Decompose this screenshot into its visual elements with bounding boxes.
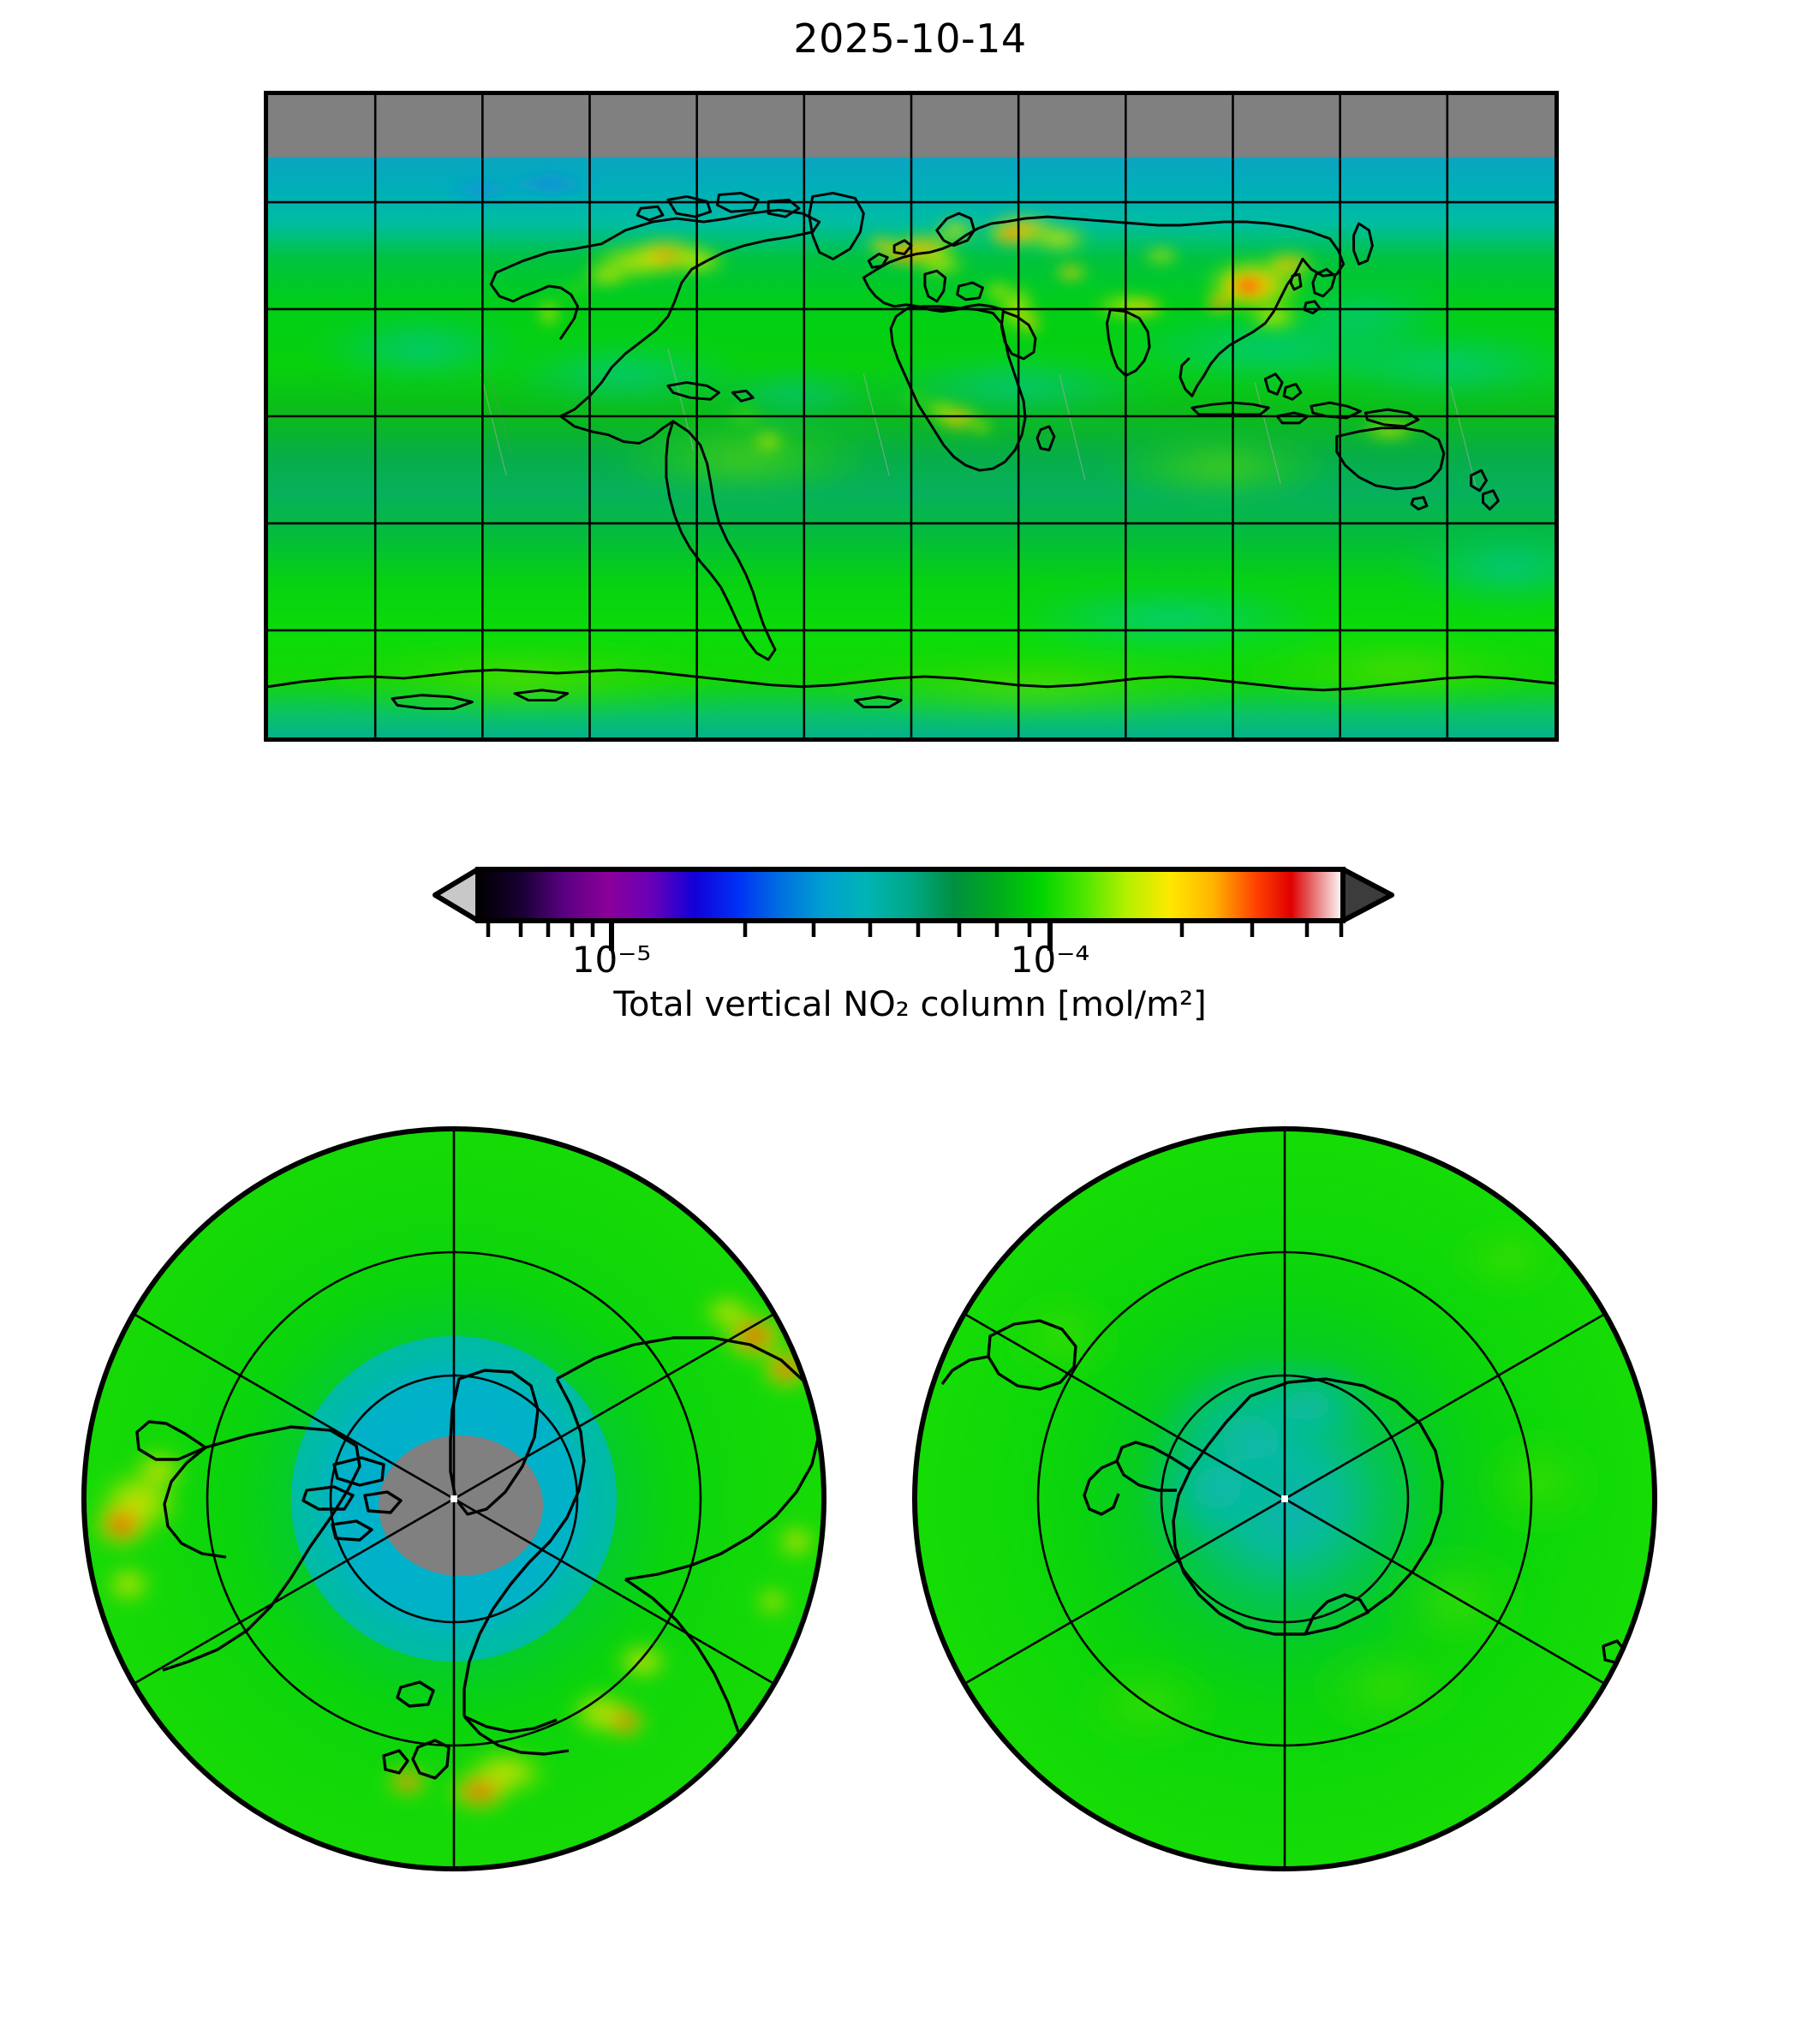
south-pole-marker [1281, 1495, 1288, 1502]
arctic-low-no2 [421, 164, 626, 206]
global-map-canvas [268, 95, 1554, 737]
colorbar-gradient [475, 867, 1346, 923]
orbit-seam-lines [480, 348, 1477, 489]
colorbar[interactable] [411, 856, 1413, 976]
colorbar-under-arrow [433, 867, 480, 923]
colorbar-tick-label-1: 10⁻⁵ [571, 939, 652, 981]
map-gridlines [268, 95, 1554, 737]
north-pole-marker [451, 1495, 457, 1502]
north-polar-panel [77, 1122, 831, 1876]
colorbar-ticks [486, 923, 1344, 951]
south-polar-map [912, 1126, 1657, 1871]
no2-hotspots [534, 212, 1424, 454]
south-polar-panel [908, 1122, 1662, 1876]
north-polar-map [81, 1126, 826, 1871]
coastlines [268, 191, 1554, 710]
north-map-border [81, 1126, 826, 1871]
colorbar-tick-label-2: 10⁻⁴ [1010, 939, 1090, 981]
colorbar-region: 10⁻⁵ 10⁻⁴ Total vertical NO₂ column [mol… [0, 856, 1820, 1053]
no2-regional-anomalies [301, 289, 1554, 721]
figure-title: 2025-10-14 [793, 15, 1027, 62]
colorbar-over-arrow [1340, 867, 1394, 923]
south-anomalies [985, 1211, 1620, 1764]
south-map-border [912, 1126, 1657, 1871]
global-map-panel [264, 91, 1559, 742]
colorbar-axis-label: Total vertical NO₂ column [mol/m²] [613, 985, 1207, 1024]
